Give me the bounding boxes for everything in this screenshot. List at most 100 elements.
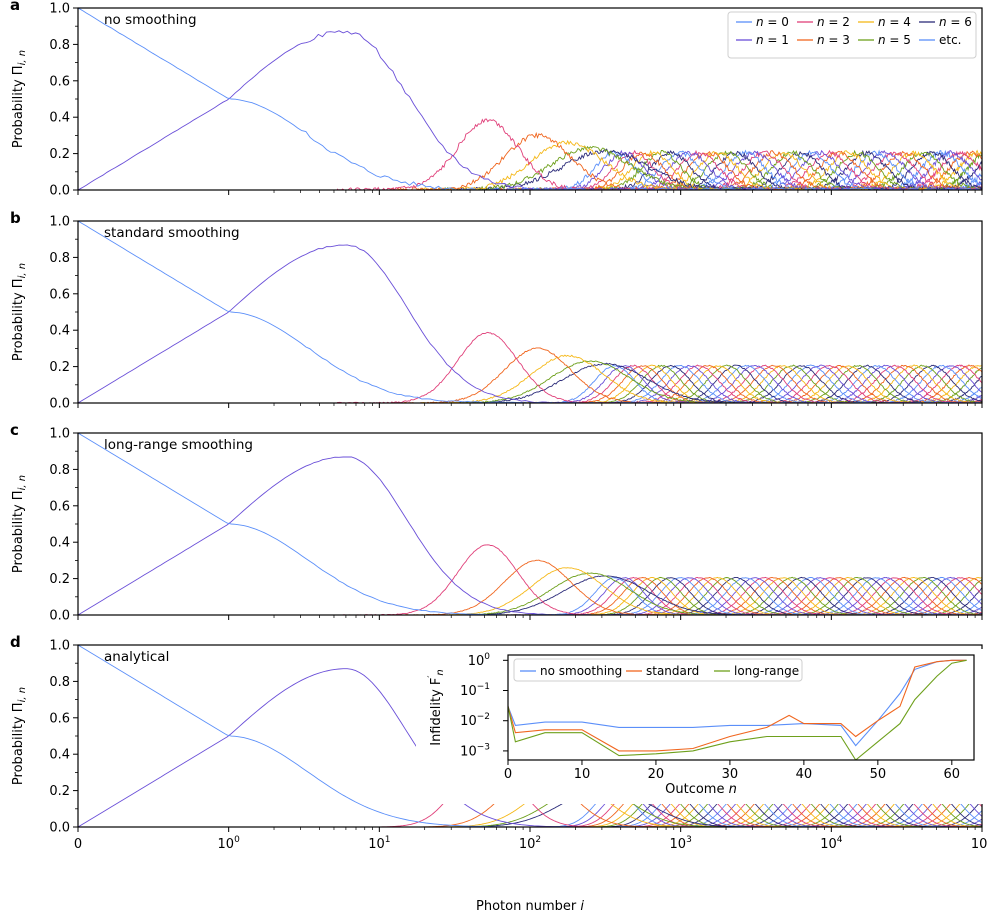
series-n-3 [386,559,689,615]
legend-label: n = 2 [817,15,850,29]
curves [78,432,982,615]
panel-a: 0.0 0.2 0.4 0.6 0.8 1.0 Probability Πi, n a no s… [10,0,983,199]
x-tick-labels: 0 100 101 102 103 104 105 [74,835,988,852]
y-tick-label: 0.6 [49,499,70,514]
y-axis-label: Probability Πi, n [11,50,28,148]
series-n-39 [762,150,982,190]
panel-letter: d [10,633,21,651]
y-tick-label: 0.0 [49,184,70,199]
inset-curves [508,659,967,760]
panel-title: no smoothing [104,12,197,28]
inset-x-tick-label: 30 [722,767,739,782]
panel-letter: b [10,209,21,227]
series-n-34 [716,364,982,403]
legend-box [727,11,977,59]
series-n-3 [386,347,689,403]
series-n-3 [386,131,689,190]
series-n-1 [78,244,982,403]
series-n-11 [501,364,803,403]
series-n-0 [78,220,982,403]
legend-label: n = 6 [939,15,972,29]
legend: n = 0 n = 2 n = 4 n = 6 n = 1 n = 3 n = 5 etc. [727,11,977,59]
series-n-5 [439,360,741,403]
inset-x-tick-label: 10 [574,767,591,782]
y-tick-label: 0.8 [49,38,70,53]
y-tick-label: 0.6 [49,74,70,89]
inset-x-tick-label: 40 [796,767,813,782]
y-tick-label: 0.8 [49,675,70,690]
y-tick-label: 0.0 [49,821,70,836]
inset-legend-label: long-range [734,664,799,678]
y-tick-label: 0.2 [49,147,70,162]
legend-label: n = 1 [756,33,789,47]
x-tick-label: 102 [519,835,541,852]
inset-legend: no smoothing standard long-range [513,658,803,682]
y-tick-label: 0.4 [49,324,70,339]
series-n-1 [78,456,982,615]
series-n-19 [576,364,878,403]
series-n-17 [557,150,859,190]
inset-legend-label: no smoothing [540,664,622,678]
series-n-6 [454,362,757,403]
series-n-23 [613,576,915,615]
y-tick-label: 0.0 [49,609,70,624]
inset-x-tick-label: 0 [504,767,512,782]
x-tick-label: 105 [971,835,988,852]
series-n-30 [678,577,981,615]
inset-y-tick-label: 100 [468,652,491,669]
y-tick-label: 0.2 [49,360,70,375]
panel-letter: c [10,421,19,439]
x-tick-label: 0 [74,837,82,852]
panel-title: long-range smoothing [104,437,253,453]
legend-label: n = 5 [878,33,911,47]
panel-c: 0.0 0.2 0.4 0.6 0.8 1.0 Probability Πi, n c long… [10,421,983,624]
x-tick-label: 100 [218,835,241,852]
y-tick-label: 0.8 [49,251,70,266]
series-n-2 [336,118,639,190]
x-axis-label: Photon number i [476,899,584,914]
y-tick-label: 1.0 [49,2,70,17]
series-n-48 [847,799,982,827]
inset-series-1 [508,659,967,752]
series-n-1 [78,668,982,827]
series-n-0 [78,7,982,190]
y-tick-label: 0.0 [49,397,70,412]
inset-legend-box [513,658,803,682]
inset-x-tick-label: 20 [648,767,665,782]
inset-y-tick-label: 10−3 [460,742,490,759]
inset-legend-label: standard [646,664,699,678]
inset-frame [507,654,975,761]
y-axis-label: Probability Πi, n [11,687,28,785]
inset-y-axis-label: Infidelity F′n [427,669,446,746]
series-n-26 [641,364,943,403]
panel-b: 0.0 0.2 0.4 0.6 0.8 1.0 Probability Πi, n b stan… [10,209,983,412]
x-tick-label: 101 [368,835,390,852]
y-tick-label: 1.0 [49,639,70,654]
y-tick-label: 0.4 [49,536,70,551]
x-tick-label: 103 [670,835,692,852]
y-tick-label: 0.4 [49,111,70,126]
y-tick-label: 1.0 [49,427,70,442]
series-n-5 [439,572,742,615]
x-tick-label: 104 [820,835,843,852]
y-tick-label: 1.0 [49,215,70,230]
y-tick-label: 0.6 [49,711,70,726]
series-n-39 [762,364,982,403]
panel-title: standard smoothing [104,225,240,241]
y-tick-label: 0.6 [49,287,70,302]
panel-letter: a [10,0,20,14]
panel-title: analytical [104,649,169,665]
y-axis-label: Probability Πi, n [11,263,28,361]
y-tick-label: 0.2 [49,572,70,587]
inset-x-tick-label: 50 [870,767,887,782]
series-n-48 [847,587,982,615]
inset-series-2 [508,659,967,760]
inset-y-tick-label: 10−2 [460,712,490,729]
y-tick-label: 0.4 [49,748,70,763]
y-tick-label: 0.8 [49,463,70,478]
curves [78,220,982,403]
inset-x-axis-label: Outcome n [665,782,737,797]
inset-series-0 [508,659,967,747]
series-n-30 [678,149,981,190]
